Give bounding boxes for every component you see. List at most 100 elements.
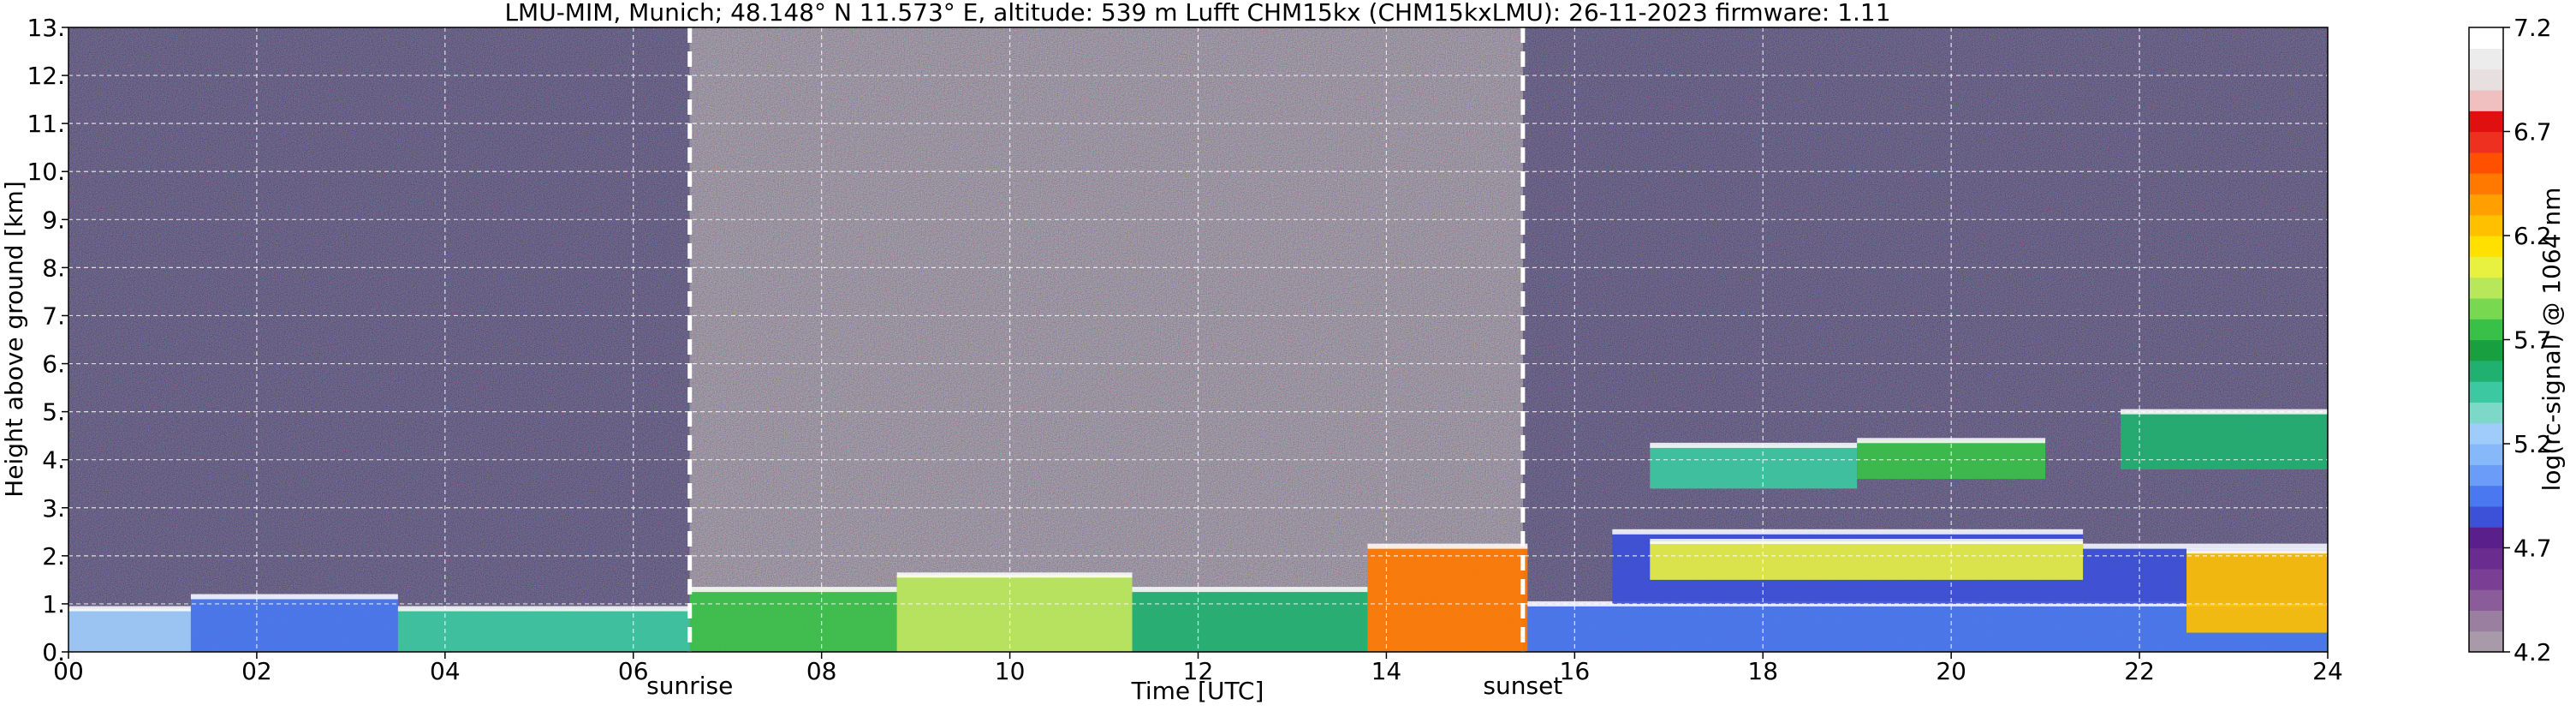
colorbar-segment-20 [2469,214,2503,236]
colorbar-segment-2 [2469,589,2503,611]
colorbar-segment-0 [2469,630,2503,653]
x-axis-label: Time [UTC] [1131,677,1264,705]
colorbar-segment-6 [2469,505,2503,528]
x-tick-label-1: 02 [241,657,272,685]
cloud-top-edge-0 [68,606,191,612]
y-axis-ticks: 0. 1. 2. 3. 4. 5. 6. 7. 8. 9. 10. 11. 12. 13. [27,14,68,666]
x-tick-label-11: 22 [2124,657,2155,685]
cloud-top-edge-8 [1612,529,2084,535]
cloud-top-edge-3 [689,587,897,593]
cloud-top-edge-10 [1650,539,2084,545]
x-tick-label-8: 16 [1560,657,1591,685]
y-tick-label-8: 8. [42,254,65,282]
cloud-top-edge-9 [2083,543,2328,549]
x-tick-label-0: 00 [53,657,84,685]
colorbar-segment-27 [2469,69,2503,91]
colorbar-segment-5 [2469,527,2503,549]
cloud-top-edge-12 [1650,442,1858,448]
colorbar-segment-21 [2469,194,2503,216]
backscatter-layer-6 [1367,546,1528,652]
colorbar-tick-label-3: 5.7 [2514,326,2552,355]
colorbar-segment-12 [2469,381,2503,403]
colorbar-segment-17 [2469,277,2503,299]
y-tick-label-6: 6. [42,350,65,379]
colorbar-tick-label-1: 4.7 [2514,535,2552,563]
x-tick-label-10: 20 [1936,657,1966,685]
backscatter-layer-0 [68,608,191,652]
colorbar-segment-8 [2469,464,2503,487]
colorbar-segment-29 [2469,27,2503,49]
x-tick-label-4: 08 [806,657,837,685]
sun-markers: sunrise sunset [646,27,1562,700]
y-tick-label-11: 11. [27,110,65,138]
marker-label-sunrise: sunrise [646,672,733,700]
cloud-top-edge-11 [2186,548,2328,554]
y-tick-label-3: 3. [42,494,65,523]
cloud-top-edge-13 [1857,438,2046,444]
backscatter-layer-4 [896,575,1133,652]
colorbar-segment-3 [2469,568,2503,590]
colorbar-tick-label-0: 4.2 [2514,638,2552,666]
cloud-top-edge-2 [397,606,690,612]
cloud-top-edge-5 [1132,587,1368,593]
y-tick-label-4: 4. [42,446,65,475]
x-tick-label-5: 10 [995,657,1026,685]
cloud-top-edge-6 [1367,543,1528,549]
y-tick-label-5: 5. [42,398,65,427]
colorbar-segment-22 [2469,173,2503,194]
cloud-top-edge-4 [896,572,1133,578]
colorbar-segment-23 [2469,152,2503,174]
x-tick-label-9: 18 [1747,657,1778,685]
x-tick-label-7: 14 [1371,657,1402,685]
colorbar-tick-label-5: 6.7 [2514,118,2552,146]
colorbar-segment-28 [2469,48,2503,70]
colorbar-tick-label-6: 7.2 [2514,14,2552,42]
backscatter-layer-5 [1132,589,1368,652]
backscatter-layer-14 [2121,411,2328,469]
backscatter-layer-12 [1650,445,1858,489]
y-tick-label-12: 12. [27,62,65,90]
colorbar [2469,27,2503,653]
colorbar-segment-25 [2469,111,2503,133]
y-tick-label-1: 1. [42,590,65,618]
x-axis-ticks: 00 02 04 06 08 10 12 14 16 18 20 22 24 [53,652,2343,685]
x-tick-label-6: 12 [1183,657,1214,685]
colorbar-segment-13 [2469,360,2503,382]
cloud-top-edge-1 [190,594,398,600]
x-tick-label-2: 04 [430,657,461,685]
colorbar-segment-14 [2469,339,2503,361]
colorbar-segment-15 [2469,319,2503,341]
y-tick-label-0: 0. [42,638,65,666]
colorbar-ticks: 4.2 4.7 5.2 5.7 6.2 6.7 7.2 [2503,14,2552,666]
backscatter-layer-11 [2186,551,2328,633]
colorbar-tick-label-2: 5.2 [2514,430,2552,458]
colorbar-segment-26 [2469,89,2503,111]
x-tick-label-12: 24 [2312,657,2343,685]
marker-label-sunset: sunset [1483,672,1562,700]
y-tick-label-10: 10. [27,158,65,186]
colorbar-segment-1 [2469,610,2503,632]
x-tick-label-3: 06 [618,657,649,685]
y-axis-label: Height above ground [km] [0,181,28,498]
colorbar-segment-11 [2469,402,2503,424]
colorbar-segment-9 [2469,444,2503,465]
y-tick-label-13: 13. [27,14,65,42]
backscatter-layer-3 [689,589,897,652]
colorbar-segment-19 [2469,236,2503,257]
colorbar-segment-7 [2469,485,2503,507]
colorbar-segment-18 [2469,256,2503,278]
colorbar-label: log(rc-signal) @ 1064 nm [2537,188,2566,492]
backscatter-layer-2 [397,608,690,652]
backscatter-layers [68,409,2328,652]
colorbar-segment-24 [2469,131,2503,153]
chart-title: LMU-MIM, Munich; 48.148° N 11.573° E, al… [504,0,1890,27]
grid-lines [68,27,2328,652]
colorbar-segment-4 [2469,547,2503,570]
backscatter-layer-1 [190,596,398,652]
colorbar-segment-10 [2469,422,2503,445]
y-tick-label-9: 9. [42,206,65,234]
colorbar-segment-16 [2469,297,2503,320]
y-tick-label-2: 2. [42,542,65,571]
y-tick-label-7: 7. [42,302,65,330]
